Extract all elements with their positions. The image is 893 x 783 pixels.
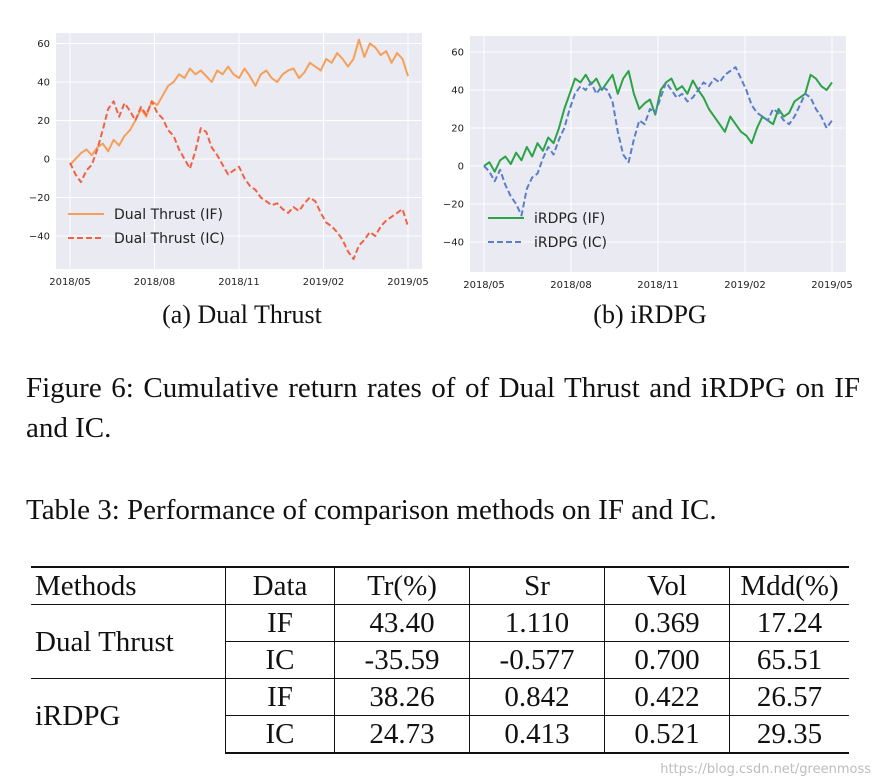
mdd-cell: 26.57 <box>729 678 849 716</box>
y-tick-label: 0 <box>44 155 50 166</box>
header-data: Data <box>225 566 335 605</box>
sr-cell: 1.110 <box>469 604 605 642</box>
x-tick-label: 2018/05 <box>49 277 91 288</box>
table-header-row: Methods Data Tr(%) Sr Vol Mdd(%) <box>31 566 849 605</box>
x-tick-label: 2019/02 <box>724 280 766 291</box>
sr-cell: 0.842 <box>469 678 605 716</box>
tr-cell: 43.40 <box>334 604 470 642</box>
legend-label: Dual Thrust (IF) <box>114 207 223 223</box>
y-tick-label: −20 <box>443 200 464 211</box>
mdd-cell: 65.51 <box>729 641 849 679</box>
sr-cell: -0.577 <box>469 641 605 679</box>
watermark: https://blog.csdn.net/greenmoss <box>660 762 871 777</box>
legend-label: Dual Thrust (IC) <box>114 231 225 247</box>
table-row: iRDPG IF 38.26 0.842 0.422 26.57 <box>31 678 849 753</box>
method-cell: Dual Thrust <box>35 625 174 658</box>
method-cell: iRDPG <box>31 678 226 753</box>
header-tr: Tr(%) <box>334 566 470 605</box>
y-tick-label: 20 <box>37 116 50 127</box>
vol-cell: 0.700 <box>604 641 730 679</box>
mdd-cell: 29.35 <box>729 715 849 754</box>
chart-irdpg-svg: 60 40 20 0 −20 −40 2018/05 2018/08 2018/11 2019/0… <box>443 36 853 291</box>
y-tick-label: −40 <box>443 238 464 249</box>
vol-cell: 0.369 <box>604 604 730 642</box>
legend-label: iRDPG (IF) <box>534 211 605 227</box>
x-tick-label: 2019/05 <box>811 280 853 291</box>
y-tick-label: 40 <box>37 78 50 89</box>
x-tick-label: 2018/11 <box>218 277 260 288</box>
chart-dual-thrust: 60 40 20 0 −20 −40 2018/05 2018/08 2018/11 2019/0… <box>0 0 440 300</box>
data-cell: IF <box>225 604 335 642</box>
series-line <box>69 38 409 166</box>
y-tick-label: 40 <box>451 86 464 97</box>
tr-cell: 38.26 <box>334 678 470 716</box>
subcaption-b: (b) iRDPG <box>593 300 707 329</box>
table-row: Dual Thrust IF 43.40 1.110 0.369 17.24 <box>31 604 849 658</box>
series-line <box>69 100 409 261</box>
legend-label: iRDPG (IC) <box>534 235 607 251</box>
data-cell: IF <box>225 678 335 716</box>
x-tick-label: 2019/05 <box>387 277 429 288</box>
mdd-cell: 17.24 <box>729 604 849 642</box>
x-tick-label: 2018/08 <box>134 277 176 288</box>
vol-cell: 0.521 <box>604 715 730 754</box>
x-tick-label: 2019/02 <box>303 277 345 288</box>
header-methods: Methods <box>31 566 226 605</box>
y-tick-label: 60 <box>451 48 464 59</box>
y-tick-label: −40 <box>29 232 50 243</box>
y-tick-label: 20 <box>451 124 464 135</box>
y-tick-label: 60 <box>37 39 50 50</box>
vol-cell: 0.422 <box>604 678 730 716</box>
subcaption-a: (a) Dual Thrust <box>162 300 322 329</box>
data-cell: IC <box>225 641 335 679</box>
table-row: IC -35.59 -0.577 0.700 65.51 <box>31 641 849 679</box>
chart-irdpg: 60 40 20 0 −20 −40 2018/05 2018/08 2018/11 2019/0… <box>440 0 893 300</box>
tr-cell: -35.59 <box>334 641 470 679</box>
header-mdd: Mdd(%) <box>729 566 849 605</box>
y-tick-label: −20 <box>29 193 50 204</box>
data-cell: IC <box>225 715 335 754</box>
x-tick-label: 2018/05 <box>463 280 505 291</box>
header-vol: Vol <box>604 566 730 605</box>
x-tick-label: 2018/11 <box>637 280 679 291</box>
sr-cell: 0.413 <box>469 715 605 754</box>
x-tick-label: 2018/08 <box>550 280 592 291</box>
performance-table: Methods Data Tr(%) Sr Vol Mdd(%) Dual Th… <box>31 566 849 754</box>
table-row: IC 24.73 0.413 0.521 29.35 <box>31 715 849 754</box>
header-sr: Sr <box>469 566 605 605</box>
tr-cell: 24.73 <box>334 715 470 754</box>
chart-dual-thrust-svg: 60 40 20 0 −20 −40 2018/05 2018/08 2018/11 2019/0… <box>29 33 429 288</box>
figure-caption: Figure 6: Cumulative return rates of of … <box>26 372 860 444</box>
y-tick-label: 0 <box>458 162 464 173</box>
table-caption: Table 3: Performance of comparison metho… <box>26 494 717 526</box>
